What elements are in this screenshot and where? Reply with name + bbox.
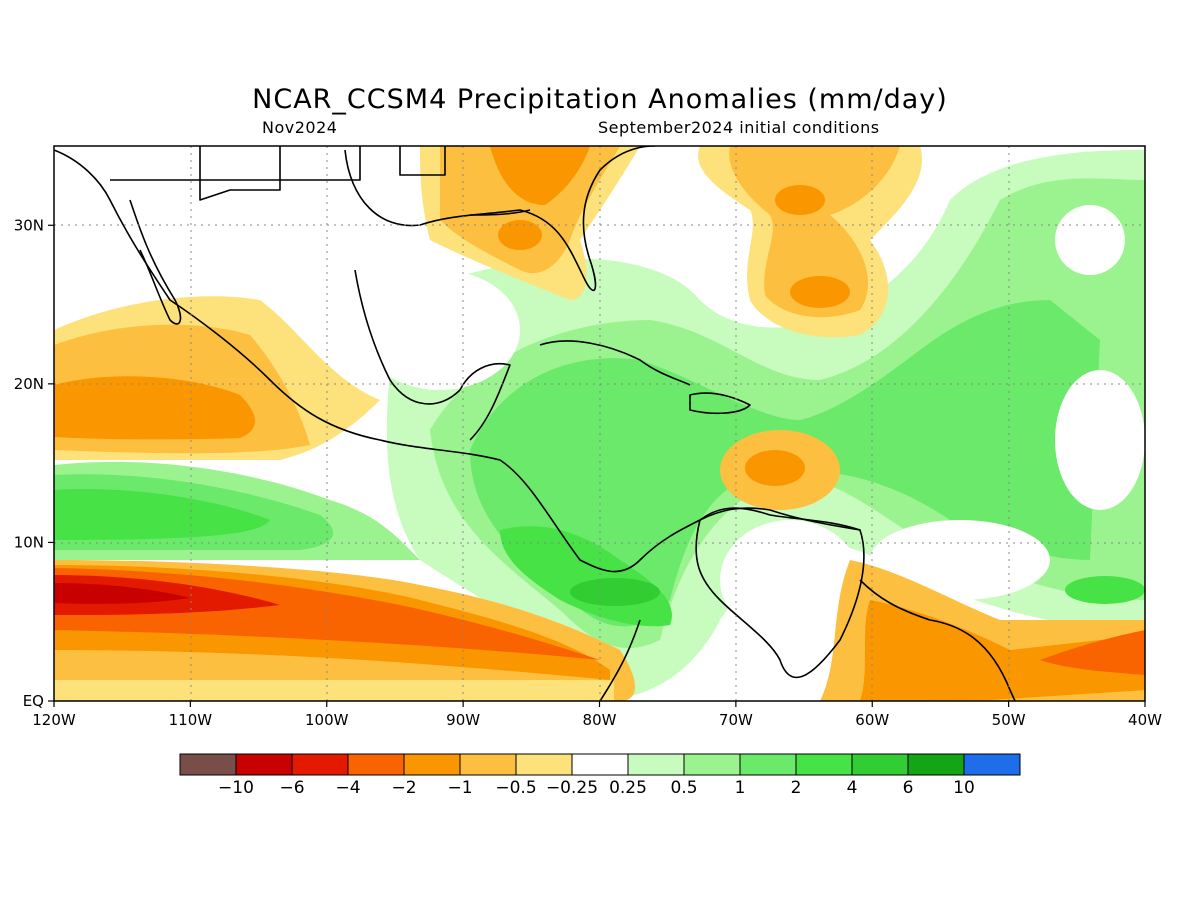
colorbar-swatch: [459, 753, 517, 776]
colorbar-labels: −10 −6 −4 −2 −1 −0.5 −0.25 0.25 0.5 1 2 4 6 10: [218, 778, 975, 798]
neutral-north-atlantic: [1055, 205, 1125, 275]
graticule: [54, 146, 1145, 701]
colorbar-swatch: [235, 753, 293, 776]
dry-region-subtropical-atlantic-2: [729, 146, 900, 318]
colorbar-label: −4: [335, 778, 360, 798]
forecast-month: Nov2024: [262, 118, 338, 137]
map-title: NCAR_CCSM4 Precipitation Anomalies (mm/d…: [252, 84, 948, 115]
colorbar-label: 0.5: [670, 778, 697, 798]
wet-core-panama: [570, 578, 660, 606]
coastlines: [54, 146, 1016, 701]
colorbar-label: 2: [791, 778, 802, 798]
neutral-atlantic-band: [870, 520, 1050, 600]
dry-region-southeast-us-3: [490, 146, 590, 205]
colorbar-swatch: [403, 753, 461, 776]
colorbar-label: −6: [279, 778, 304, 798]
colorbar-swatch: [627, 753, 685, 776]
dry-core-atlantic-south: [790, 276, 850, 308]
colorbar-label: 1: [735, 778, 746, 798]
colorbar-swatch: [739, 753, 797, 776]
colorbar-label: −2: [391, 778, 416, 798]
neutral-gulf: [360, 270, 520, 390]
dry-core-atlantic-north: [775, 185, 825, 215]
lon-tick-label: 50W: [992, 711, 1026, 729]
lat-tick-label: 30N: [14, 216, 44, 234]
colorbar-swatch: [851, 753, 909, 776]
dry-core-pacific: [54, 583, 190, 604]
colorbar-swatch: [963, 753, 1021, 776]
wet-band-pacific-3: [54, 489, 270, 540]
colorbar-label: 10: [953, 778, 975, 798]
lon-tick-label: 60W: [855, 711, 889, 729]
dry-core-gulf-coast: [498, 220, 542, 250]
colorbar-swatch: [571, 753, 629, 776]
colorbar-label: −0.25: [546, 778, 598, 798]
lat-tick-label: EQ: [23, 692, 44, 710]
colorbar: [179, 753, 1021, 776]
colorbar-label: −10: [218, 778, 254, 798]
colorbar-swatch: [347, 753, 405, 776]
colorbar-label: 0.25: [609, 778, 647, 798]
colorbar-label: 6: [903, 778, 914, 798]
lon-tick-label: 120W: [32, 711, 76, 729]
colorbar-swatch: [291, 753, 349, 776]
longitude-axis: 120W 110W 100W 90W 80W 70W 60W 50W 40W: [32, 701, 1162, 729]
wet-region-east-atlantic: [1065, 576, 1145, 604]
lat-tick-label: 20N: [14, 375, 44, 393]
latitude-axis: EQ 10N 20N 30N: [14, 216, 54, 710]
dry-core-east-caribbean: [745, 450, 805, 486]
lon-tick-label: 110W: [169, 711, 213, 729]
lon-tick-label: 100W: [305, 711, 349, 729]
neutral-central-atlantic: [1055, 370, 1145, 510]
dry-core-equatorial-atlantic: [1040, 630, 1145, 675]
colorbar-swatch: [179, 753, 237, 776]
dry-region-guianas-2: [860, 600, 1145, 701]
lon-tick-label: 80W: [583, 711, 617, 729]
lon-tick-label: 70W: [719, 711, 753, 729]
lon-tick-label: 40W: [1128, 711, 1162, 729]
dry-region-southeast-us-2: [440, 146, 620, 274]
neutral-venezuela: [720, 520, 860, 640]
colorbar-swatch: [515, 753, 573, 776]
colorbar-swatch: [795, 753, 853, 776]
colorbar-swatch: [907, 753, 965, 776]
colorbar-label: −1: [447, 778, 472, 798]
anomaly-field: [54, 146, 1145, 701]
dry-fringe-pacific: [54, 680, 614, 701]
initial-conditions: September2024 initial conditions: [598, 118, 880, 137]
colorbar-swatch: [683, 753, 741, 776]
lat-tick-label: 10N: [14, 533, 44, 551]
lon-tick-label: 90W: [446, 711, 480, 729]
colorbar-label: 4: [847, 778, 858, 798]
colorbar-label: −0.5: [495, 778, 536, 798]
dry-region-mexico-pacific-3: [54, 376, 255, 440]
